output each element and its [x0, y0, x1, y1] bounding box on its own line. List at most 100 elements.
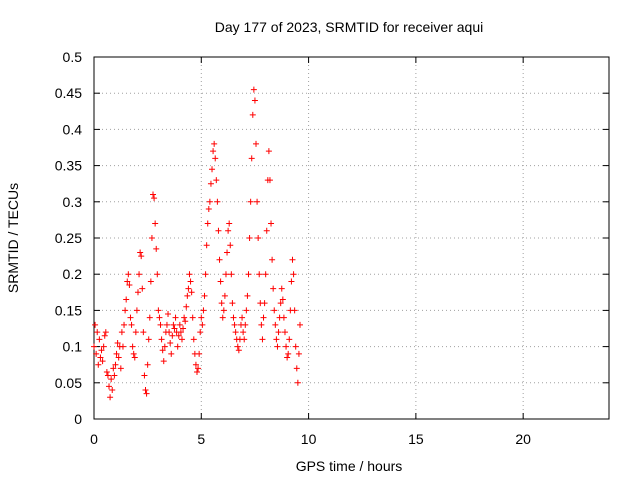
data-point [289, 256, 296, 263]
data-point [262, 271, 269, 278]
data-point [294, 379, 301, 386]
data-point [215, 227, 222, 234]
data-point [106, 383, 113, 390]
x-tick-label: 5 [197, 431, 205, 447]
data-point [195, 365, 202, 372]
x-tick-label: 0 [90, 431, 98, 447]
data-point [281, 329, 288, 336]
data-point [261, 300, 268, 307]
data-point [144, 361, 151, 368]
data-point [182, 318, 189, 325]
data-point [266, 177, 273, 184]
data-point [96, 336, 103, 343]
data-point [225, 227, 232, 234]
data-point [156, 314, 163, 321]
data-point [109, 387, 116, 394]
data-point [297, 321, 303, 328]
data-point [198, 314, 205, 321]
data-point [219, 314, 226, 321]
data-point [187, 278, 194, 285]
data-point [242, 321, 249, 328]
data-point [194, 368, 200, 375]
data-point [226, 220, 233, 227]
data-point [269, 256, 276, 263]
data-point [206, 198, 213, 205]
data-point [142, 387, 149, 394]
data-point [190, 336, 197, 343]
data-point [104, 372, 111, 379]
y-tick-label: 0.4 [63, 121, 83, 137]
data-point [201, 292, 208, 299]
data-point [139, 285, 146, 292]
data-point [115, 354, 122, 361]
data-point [199, 321, 206, 328]
y-tick-label: 0.2 [63, 266, 83, 282]
y-axis-label: SRMTID / TECUs [5, 183, 21, 293]
data-point [146, 314, 153, 321]
data-point [292, 343, 299, 350]
data-point [273, 336, 280, 343]
data-point [155, 307, 162, 314]
data-point [234, 343, 241, 350]
data-point [250, 86, 257, 93]
data-point [202, 271, 209, 278]
data-point [240, 329, 247, 336]
data-point [177, 329, 184, 336]
data-point [99, 358, 106, 365]
data-point [209, 166, 216, 173]
data-point [265, 148, 272, 155]
y-tick-label: 0.25 [55, 230, 82, 246]
data-point [247, 198, 254, 205]
data-point [279, 296, 286, 303]
data-point [288, 278, 295, 285]
data-point [174, 343, 181, 350]
data-point [270, 285, 277, 292]
data-point [278, 285, 285, 292]
data-point [176, 321, 183, 328]
data-point [151, 195, 158, 202]
data-point [98, 347, 105, 354]
data-point [227, 242, 234, 249]
data-point [141, 372, 148, 379]
data-point [167, 339, 174, 346]
data-point [230, 314, 237, 321]
data-point [256, 271, 263, 278]
data-point [213, 177, 220, 184]
data-point [295, 350, 302, 357]
data-point [222, 271, 229, 278]
data-point [168, 350, 175, 357]
data-point [166, 329, 173, 336]
data-point [196, 350, 203, 357]
data-point [161, 343, 168, 350]
data-point [259, 336, 266, 343]
data-point [268, 220, 275, 227]
data-point [243, 307, 250, 314]
chart-title: Day 177 of 2023, SRMTID for receiver aqu… [215, 19, 483, 35]
x-tick-label: 20 [515, 431, 531, 447]
data-point [180, 325, 187, 332]
data-point [258, 321, 265, 328]
data-point [200, 307, 207, 314]
data-point [220, 307, 227, 314]
data-point [171, 325, 178, 332]
data-point [184, 292, 191, 299]
data-point [158, 336, 165, 343]
data-point [229, 300, 236, 307]
data-point [216, 256, 223, 263]
data-point [228, 271, 235, 278]
data-point [192, 361, 199, 368]
data-point [207, 180, 214, 187]
data-point [125, 271, 132, 278]
data-point [235, 347, 242, 354]
data-point [93, 350, 100, 357]
data-point [128, 321, 135, 328]
data-point [148, 235, 155, 241]
data-point [197, 329, 204, 336]
data-point [210, 148, 217, 155]
data-point [170, 321, 177, 328]
y-tick-label: 0.3 [63, 194, 83, 210]
data-point [160, 358, 167, 365]
y-tick-label: 0.5 [63, 49, 83, 65]
